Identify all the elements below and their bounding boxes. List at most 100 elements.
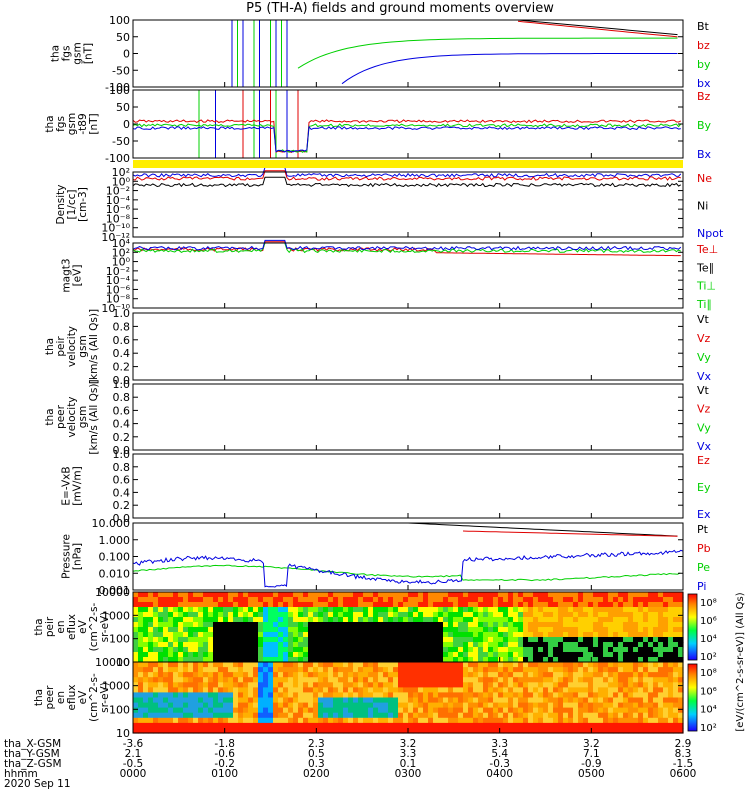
y-tick-label: 1000 — [102, 609, 130, 622]
y-tick-label: 10² — [112, 246, 130, 259]
y-axis-label-line: en — [55, 691, 67, 704]
legend-ex: Ex — [697, 508, 711, 521]
y-axis-label: Density [1/cc] [cm-3] — [55, 185, 89, 225]
y-tick-label: -100 — [105, 152, 130, 165]
legend-vy: Vy — [697, 351, 711, 364]
axis-row-value: 0.5 — [308, 748, 325, 760]
legend-ti∥: Ti∥ — [696, 298, 712, 311]
time-axis: tha_X-GSM -3.6 -1.8 2.3 3.2 3.3 3.2 2.9tha_Y-GS… — [4, 738, 696, 790]
series-red — [132, 170, 681, 181]
status-bar — [133, 160, 683, 168]
y-axis-label-line: sr-eV) — [99, 682, 111, 713]
y-tick-label: 0.4 — [113, 418, 131, 431]
axis-row-value: 3.2 — [400, 738, 417, 750]
y-tick-label: 1.0 — [113, 448, 131, 461]
legend-ni: Ni — [697, 200, 708, 213]
panel-peer_vel: 1.00.80.60.40.20.0 tha peer velocity gsm [km/… — [44, 378, 712, 457]
y-axis-label: tha fgs gsm -t89 [nT] — [44, 113, 100, 135]
y-tick-label: 10⁻¹² — [101, 231, 130, 244]
y-axis-label-line: eflux — [66, 685, 78, 711]
axis-row-value: 0600 — [670, 768, 697, 780]
axis-row-value: 2.1 — [125, 748, 142, 760]
axis-row-value: 0000 — [120, 768, 147, 780]
panel-frame — [132, 453, 684, 519]
axis-row-value: 5.4 — [491, 748, 508, 760]
legend-ez: Ez — [697, 454, 710, 467]
y-axis-label-line: tha — [44, 115, 56, 132]
axis-row-value: 0200 — [303, 768, 330, 780]
y-axis-label-line: magt3 — [61, 258, 73, 292]
panel-frame — [132, 242, 684, 309]
colorbar-tick-label: 10⁸ — [700, 668, 717, 679]
axis-row-label: tha_Z-GSM — [4, 758, 62, 770]
axis-row-value: -3.6 — [123, 738, 144, 750]
y-axis-label: tha peir en eflux eV (cm^2-s-sr-eV) — [33, 602, 111, 651]
y-axis-label-line: gsm — [66, 113, 78, 135]
series-bt — [517, 19, 678, 36]
y-tick-label: 0.0 — [113, 444, 131, 457]
y-axis-label-line: peir — [55, 336, 67, 357]
axis-row-value: 0100 — [211, 768, 238, 780]
y-tick-label: 1000 — [102, 680, 130, 693]
legend-npot: Npot — [697, 227, 724, 240]
y-tick-label: 10⁻⁴ — [106, 274, 131, 287]
legend-bx: bx — [697, 77, 711, 90]
legend-by: By — [697, 119, 712, 132]
legend-pi: Pi — [697, 580, 706, 593]
legend-vt: Vt — [697, 313, 710, 326]
y-axis-label-line: eflux — [66, 614, 78, 640]
legend-te⊥: Te⊥ — [696, 243, 718, 256]
axis-row-value: -0.3 — [489, 758, 510, 770]
axis-row-value: 7.1 — [583, 748, 600, 760]
axis-row-value: 3.3 — [491, 738, 508, 750]
colorbar-tick-label: 10⁶ — [700, 686, 717, 697]
colorbar-tick-label: 10⁸ — [700, 598, 717, 609]
legend-ey: Ey — [697, 481, 711, 494]
axis-row-value: 0.3 — [308, 758, 325, 770]
y-tick-label: 10⁰ — [112, 175, 131, 188]
axis-row-value: 0500 — [578, 768, 605, 780]
axis-row-value: 3.2 — [583, 738, 600, 750]
y-tick-label: 10000 — [95, 586, 130, 599]
axis-row-value: 0300 — [395, 768, 422, 780]
heatmap-cells — [133, 662, 684, 734]
axis-row-label: tha_Y-GSM — [4, 748, 60, 760]
y-axis-label-line: gsm — [77, 335, 89, 357]
y-axis-label-line: tha — [44, 408, 56, 425]
series-by — [297, 37, 678, 69]
y-axis-label: tha peir velocity gsm [km/s (All Qs)] — [44, 309, 100, 384]
y-tick-label: 0.4 — [113, 486, 131, 499]
panel-fgs: 100 50 0 -50 -100 tha fgs gsm [nT] Bt bz by bx — [50, 14, 711, 94]
y-axis-label-line: (cm^2-s- — [88, 602, 100, 651]
legend-te∥: Te∥ — [696, 261, 714, 274]
y-tick-label: 0.6 — [113, 474, 131, 487]
legend-ti⊥: Ti⊥ — [696, 280, 716, 293]
series-black — [132, 176, 682, 188]
y-tick-label: 10⁴ — [112, 237, 131, 250]
y-axis-label: magt3 [eV] — [61, 258, 84, 292]
y-tick-label: 10⁻² — [106, 265, 130, 278]
panel-fgs_t89: 100 50 0 -50 -100 tha fgs gsm -t89 [nT] Bz By Bx — [44, 84, 712, 165]
y-axis-label-line: tha — [44, 338, 56, 355]
y-tick-label: 0.0 — [113, 374, 131, 387]
colorbar-tick-label: 10⁴ — [700, 634, 717, 645]
y-axis-label-line: [nT] — [88, 113, 100, 134]
y-axis-label: tha peer en eflux eV (cm^2-s-sr-eV) — [33, 673, 111, 722]
y-tick-label: 10⁻⁸ — [106, 293, 131, 306]
y-axis-label-line: velocity — [66, 326, 78, 367]
series-pi — [132, 549, 683, 588]
y-axis-label-line: sr-eV) — [99, 612, 111, 643]
y-axis-label-line: (cm^2-s- — [88, 673, 100, 722]
panel-frame — [132, 312, 684, 381]
legend-vy: Vy — [697, 421, 711, 434]
colorbar-tick-label: 10⁶ — [700, 616, 717, 627]
y-axis-label-line: gsm — [77, 406, 89, 428]
y-axis-label-line: peir — [44, 616, 56, 637]
panel-frame — [132, 383, 684, 451]
y-tick-label: 0.8 — [113, 320, 131, 333]
legend-bx: Bx — [697, 148, 712, 161]
y-tick-label: 1.0 — [113, 378, 131, 391]
series-green — [132, 242, 682, 254]
y-axis-label-line: eV — [77, 690, 89, 704]
